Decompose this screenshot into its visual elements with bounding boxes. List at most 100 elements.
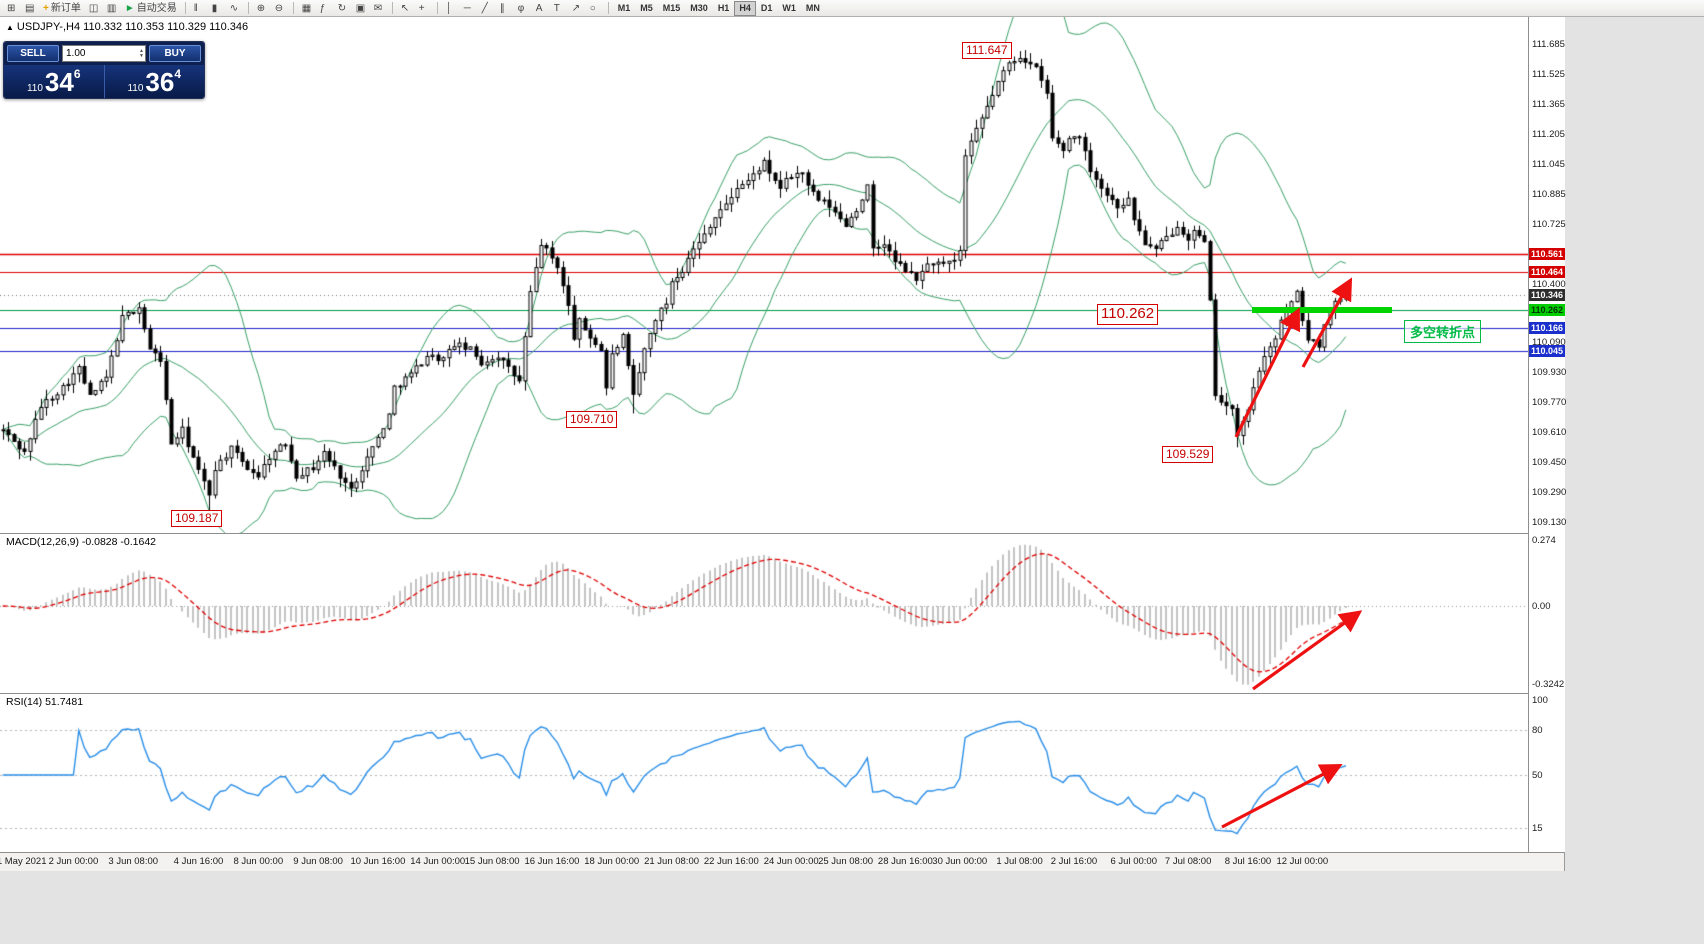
macd-indicator-canvas[interactable]	[0, 533, 1528, 693]
time-label: 21 Jun 08:00	[644, 856, 700, 867]
toolbar: ⊞ ▤ + 新订单 ◫ ▥ ► 自动交易 ‖ ▮ ∿ ⊕ ⊖ ▦ ƒ ↻ ▣ ✉ ↖ + │ ─ ╱ ∥ φ A T ↗ ○ M1 M5 M1…	[0, 0, 1704, 17]
tile-windows-button[interactable]: ▦	[299, 1, 315, 16]
bar-chart-button[interactable]: ‖	[191, 1, 207, 16]
layouts-button[interactable]: ▥	[104, 1, 120, 16]
timeframe-m30-button[interactable]: M30	[685, 1, 713, 16]
timeframe-w1-button[interactable]: W1	[777, 1, 801, 16]
toolbar-separator	[184, 2, 186, 14]
time-label: 7 Jul 08:00	[1164, 856, 1212, 867]
buy-button[interactable]: BUY	[149, 45, 201, 62]
new-order-button[interactable]: + 新订单	[40, 1, 84, 16]
autotrade-button-icon: ►	[124, 2, 135, 14]
price-annotation-111.647[interactable]: 111.647	[962, 42, 1012, 59]
sell-button[interactable]: SELL	[7, 45, 59, 62]
new-order-button-icon: +	[43, 2, 49, 14]
time-label: 6 Jul 00:00	[1110, 856, 1157, 867]
price-annotation-110.262[interactable]: 110.262	[1097, 304, 1159, 325]
time-label: 2 Jun 00:00	[48, 856, 99, 867]
price-annotation-109.187[interactable]: 109.187	[171, 510, 223, 527]
cursor-tool-button[interactable]: ↖	[398, 1, 414, 16]
time-label: 24 Jun 00:00	[763, 856, 819, 867]
templates-button[interactable]: ▣	[353, 1, 369, 16]
price-tick: 110.090	[1532, 337, 1566, 349]
arrow-tool-button[interactable]: ↗	[569, 1, 585, 16]
shapes-tool-button[interactable]: ○	[587, 1, 603, 16]
time-label: 30 Jun 00:00	[932, 856, 988, 867]
volume-down-icon[interactable]: ▼	[139, 52, 144, 59]
price-scale[interactable]: 111.685 111.525 111.365 111.205 111.045 110.8…	[1528, 17, 1567, 852]
price-tag-110.262: 110.262	[1529, 304, 1565, 317]
timeframe-m5-button[interactable]: M5	[635, 1, 658, 16]
chart-collapse-icon[interactable]: ▲	[6, 23, 14, 32]
price-tick: 109.290	[1532, 487, 1567, 499]
main-chart-canvas[interactable]	[0, 17, 1528, 533]
crosshair-tool-button[interactable]: +	[416, 1, 432, 16]
buy-price-display: 110 36 4	[127, 66, 182, 97]
time-label: 15 Jun 08:00	[464, 856, 520, 867]
toolbar-separator	[292, 2, 294, 14]
time-label: 12 Jul 00:00	[1276, 856, 1329, 867]
ohlc-values: 110.332 110.353 110.329 110.346	[83, 21, 249, 33]
price-annotation-109.529[interactable]: 109.529	[1162, 446, 1214, 463]
candlestick-chart-button[interactable]: ▮	[209, 1, 225, 16]
time-label: 22 Jun 16:00	[703, 856, 759, 867]
toolbar-separator	[607, 2, 609, 14]
zoom-in-button[interactable]: ⊕	[254, 1, 270, 16]
time-label: 25 Jun 08:00	[818, 856, 874, 867]
price-tick: 111.205	[1532, 128, 1565, 140]
time-label: 2 Jul 16:00	[1050, 856, 1098, 867]
line-chart-button[interactable]: ∿	[227, 1, 243, 16]
fibonacci-tool-button[interactable]: φ	[515, 1, 531, 16]
label-tool-button[interactable]: T	[551, 1, 567, 16]
rsi-label: RSI(14) 51.7481	[6, 696, 84, 708]
time-label: 8 Jun 00:00	[233, 856, 284, 867]
panel-separator[interactable]	[0, 533, 1564, 534]
time-label: 16 Jun 16:00	[524, 856, 580, 867]
price-tick: 109.770	[1532, 397, 1567, 409]
indicators-button[interactable]: ƒ	[317, 1, 333, 16]
panel-separator[interactable]	[0, 693, 1564, 694]
macd-label: MACD(12,26,9) -0.0828 -0.1642	[6, 536, 156, 548]
rsi-tick: 100	[1532, 695, 1548, 706]
refresh-button[interactable]: ↻	[335, 1, 351, 16]
volume-up-icon[interactable]: ▲	[139, 47, 144, 54]
timeframe-h4-button[interactable]: H4	[734, 0, 756, 16]
new-chart-button[interactable]: ⊞	[4, 1, 20, 16]
volume-input[interactable]	[63, 48, 140, 59]
timeframe-m1-button[interactable]: M1	[613, 1, 636, 16]
timeframe-d1-button[interactable]: D1	[756, 1, 778, 16]
chart-window: ▲ USDJPY-,H4 110.332 110.353 110.329 110.…	[0, 17, 1567, 871]
price-tag-110.045: 110.045	[1529, 344, 1565, 357]
horizontal-line-tool-button[interactable]: ─	[461, 1, 477, 16]
channel-tool-button[interactable]: ∥	[497, 1, 513, 16]
price-tick: 111.365	[1532, 98, 1565, 110]
rsi-indicator-canvas[interactable]	[0, 693, 1528, 852]
price-tick: 109.130	[1532, 516, 1567, 528]
zoom-out-button[interactable]: ⊖	[272, 1, 288, 16]
sell-price-display: 110 34 6	[26, 66, 81, 97]
profiles-button[interactable]: ▤	[22, 1, 38, 16]
trendline-tool-button[interactable]: ╱	[479, 1, 495, 16]
toolbar-separator	[391, 2, 393, 14]
vertical-line-tool-button[interactable]: │	[443, 1, 459, 16]
time-label: 1 Jul 08:00	[996, 856, 1043, 867]
turning-point-label[interactable]: 多空转折点	[1404, 320, 1482, 343]
timeframe-h1-button[interactable]: H1	[713, 1, 735, 16]
price-tick: 109.610	[1532, 427, 1567, 439]
price-tick: 111.045	[1532, 158, 1565, 170]
price-tick: 109.450	[1532, 457, 1567, 469]
price-annotation-109.710[interactable]: 109.710	[566, 411, 618, 428]
mail-button[interactable]: ✉	[371, 1, 387, 16]
chart-title: ▲ USDJPY-,H4 110.332 110.353 110.329 110.…	[6, 21, 248, 33]
macd-tick: 0.00	[1532, 601, 1551, 612]
text-tool-button[interactable]: A	[533, 1, 549, 16]
time-label: 8 Jul 16:00	[1224, 856, 1272, 867]
timeframe-mn-button[interactable]: MN	[801, 1, 825, 16]
time-label: 4 Jun 16:00	[173, 856, 224, 867]
support-zone-segment[interactable]	[1252, 307, 1392, 313]
chart-window-button[interactable]: ◫	[86, 1, 102, 16]
autotrade-button[interactable]: ► 自动交易	[122, 1, 180, 16]
timeframe-m15-button[interactable]: M15	[658, 1, 686, 16]
